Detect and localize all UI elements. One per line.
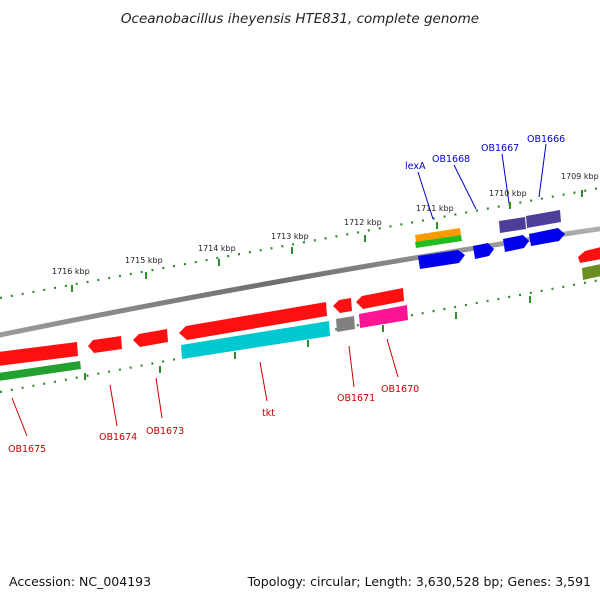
genome-summary-text: Topology: circular; Length: 3,630,528 bp…	[247, 574, 591, 589]
OB1671-gene	[333, 298, 352, 313]
tkt-gene	[179, 302, 327, 340]
OB1675-green-feature	[0, 361, 81, 381]
forward-leader-lines	[417, 143, 547, 220]
ruler-label: 1716 kbp	[52, 267, 90, 276]
gene-label-OB1667: OB1667	[481, 143, 519, 154]
OB1671-gray-feature	[336, 316, 355, 332]
leader-line	[11, 397, 28, 437]
OB1666-gene	[529, 228, 565, 246]
ruler-label: 1709 kbp	[561, 172, 599, 181]
tkt-cyan-feature	[181, 321, 330, 359]
ruler-label: 1715 kbp	[125, 256, 163, 265]
gene-label-OB1671: OB1671	[337, 393, 375, 404]
ruler-label: 1711 kbp	[416, 204, 454, 213]
edge-olive-feature	[582, 264, 600, 280]
leader-line	[538, 143, 547, 198]
gene-label-OB1668: OB1668	[432, 154, 470, 165]
reverse-leader-lines	[11, 338, 399, 437]
gene-label-OB1666: OB1666	[527, 134, 565, 145]
leader-line	[155, 377, 163, 419]
OB1670-pink-feature	[359, 305, 408, 328]
lexA-gene	[418, 250, 465, 269]
OB1666-feature	[526, 210, 561, 228]
green-feature	[415, 235, 462, 248]
OB1670-gene	[356, 288, 404, 309]
orange-feature	[415, 228, 461, 242]
map-title: Oceanobacillus iheyensis HTE831, complet…	[121, 11, 479, 27]
reverse-features	[0, 288, 408, 381]
OB1667-feature	[499, 217, 526, 233]
gene-label-OB1673: OB1673	[146, 426, 184, 437]
OB1675-gene	[0, 342, 78, 366]
gene-label-OB1675: OB1675	[8, 444, 46, 455]
forward-features	[415, 210, 600, 280]
gene-label-OB1674: OB1674	[99, 432, 137, 443]
OB1674-gene	[88, 336, 122, 353]
leader-line	[109, 384, 118, 427]
OB1673-gene	[133, 329, 168, 347]
leader-line	[386, 338, 399, 378]
ruler-label: 1713 kbp	[271, 232, 309, 241]
leader-line	[417, 171, 434, 220]
leader-line	[348, 345, 355, 388]
OB1668-gene	[473, 243, 494, 259]
leader-line	[501, 153, 510, 204]
leader-line	[453, 164, 477, 210]
lower-ruler	[0, 278, 600, 394]
ruler-label: 1714 kbp	[198, 244, 236, 253]
gene-label-lexA: lexA	[405, 161, 426, 172]
ruler-label: 1712 kbp	[344, 218, 382, 227]
gene-label-OB1670: OB1670	[381, 384, 419, 395]
OB1667-gene	[503, 235, 529, 252]
gene-label-tkt: tkt	[262, 408, 275, 419]
accession-text: Accession: NC_004193	[9, 574, 151, 589]
edge-cds-feature	[578, 247, 600, 263]
leader-line	[259, 361, 268, 402]
